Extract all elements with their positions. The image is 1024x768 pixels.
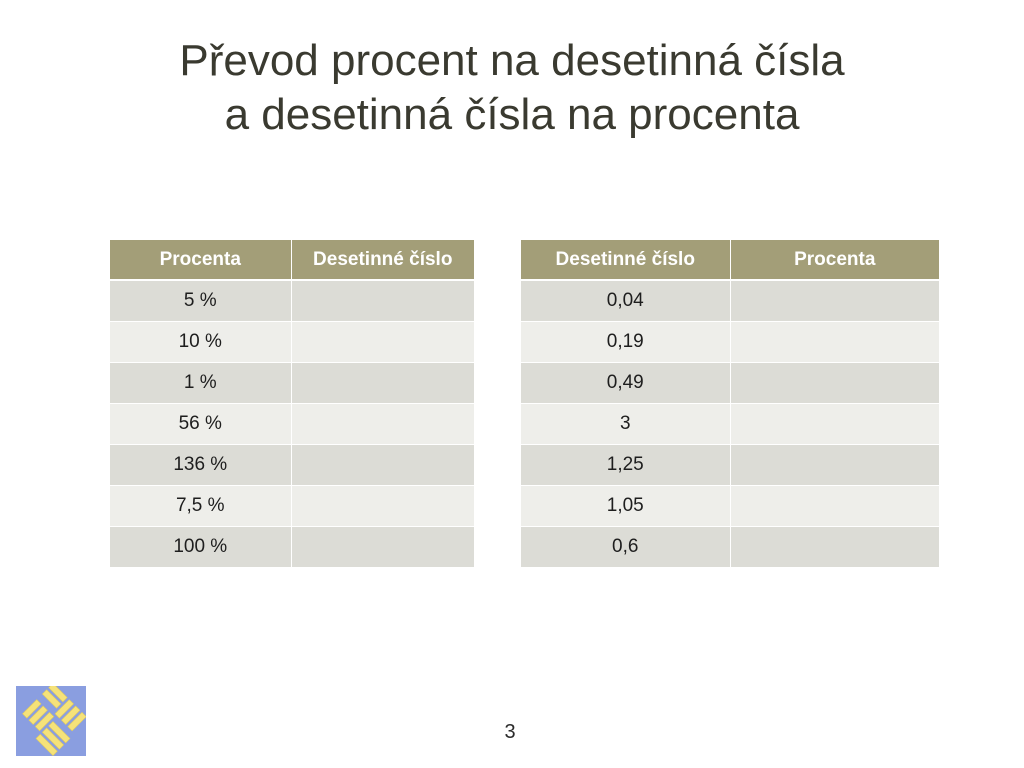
table-row: 0,49 bbox=[521, 362, 939, 404]
table-row: 0,19 bbox=[521, 321, 939, 363]
table-row: 0,6 bbox=[521, 526, 939, 567]
percent-cell: 1 % bbox=[110, 362, 292, 404]
decimal-cell: 0,49 bbox=[521, 362, 731, 404]
table-row: 5 % bbox=[110, 279, 474, 322]
slide-title-line-2: a desetinná čísla na procenta bbox=[224, 90, 800, 139]
decimal-answer-cell[interactable] bbox=[291, 444, 474, 486]
decimal-answer-cell[interactable] bbox=[291, 485, 474, 527]
decimal-cell: 0,19 bbox=[521, 321, 731, 363]
decimal-cell: 1,25 bbox=[521, 444, 731, 486]
percent-to-decimal-table: Procenta Desetinné číslo 5 % 10 % 1 % 56… bbox=[110, 240, 474, 567]
percent-cell: 100 % bbox=[110, 526, 292, 567]
table-row: 100 % bbox=[110, 526, 474, 567]
table-row: 1,25 bbox=[521, 444, 939, 486]
column-header-decimal: Desetinné číslo bbox=[291, 240, 474, 281]
table-row: 10 % bbox=[110, 321, 474, 363]
page-number: 3 bbox=[504, 721, 516, 743]
column-header-percent: Procenta bbox=[110, 240, 292, 281]
decimal-cell: 0,04 bbox=[521, 279, 731, 322]
decimal-cell: 3 bbox=[521, 403, 731, 445]
slide-title-line-1: Převod procent na desetinná čísla bbox=[179, 36, 845, 85]
table-row: 7,5 % bbox=[110, 485, 474, 527]
percent-cell: 56 % bbox=[110, 403, 292, 445]
table-row: 56 % bbox=[110, 403, 474, 445]
percent-cell: 10 % bbox=[110, 321, 292, 363]
table-row: 1,05 bbox=[521, 485, 939, 527]
percent-answer-cell[interactable] bbox=[730, 444, 939, 486]
column-header-percent: Procenta bbox=[730, 240, 939, 281]
table-row: 0,04 bbox=[521, 279, 939, 322]
percent-answer-cell[interactable] bbox=[730, 362, 939, 404]
percent-answer-cell[interactable] bbox=[730, 403, 939, 445]
table-row: 3 bbox=[521, 403, 939, 445]
decimal-to-percent-table: Desetinné číslo Procenta 0,04 0,19 0,49 … bbox=[521, 240, 939, 567]
percent-answer-cell[interactable] bbox=[730, 526, 939, 567]
decimal-answer-cell[interactable] bbox=[291, 279, 474, 322]
decimal-cell: 1,05 bbox=[521, 485, 731, 527]
percent-cell: 136 % bbox=[110, 444, 292, 486]
table-header-row: Desetinné číslo Procenta bbox=[521, 240, 939, 281]
column-header-decimal: Desetinné číslo bbox=[521, 240, 731, 281]
decimal-answer-cell[interactable] bbox=[291, 362, 474, 404]
table-row: 1 % bbox=[110, 362, 474, 404]
table-header-row: Procenta Desetinné číslo bbox=[110, 240, 474, 281]
table-row: 136 % bbox=[110, 444, 474, 486]
decimal-answer-cell[interactable] bbox=[291, 321, 474, 363]
percent-cell: 7,5 % bbox=[110, 485, 292, 527]
percent-answer-cell[interactable] bbox=[730, 485, 939, 527]
percent-cell: 5 % bbox=[110, 279, 292, 322]
percent-answer-cell[interactable] bbox=[730, 279, 939, 322]
percent-answer-cell[interactable] bbox=[730, 321, 939, 363]
decimal-cell: 0,6 bbox=[521, 526, 731, 567]
decimal-answer-cell[interactable] bbox=[291, 526, 474, 567]
slide-title: Převod procent na desetinná čísla a dese… bbox=[0, 34, 1024, 142]
decimal-answer-cell[interactable] bbox=[291, 403, 474, 445]
woven-square-logo-icon bbox=[16, 682, 87, 756]
